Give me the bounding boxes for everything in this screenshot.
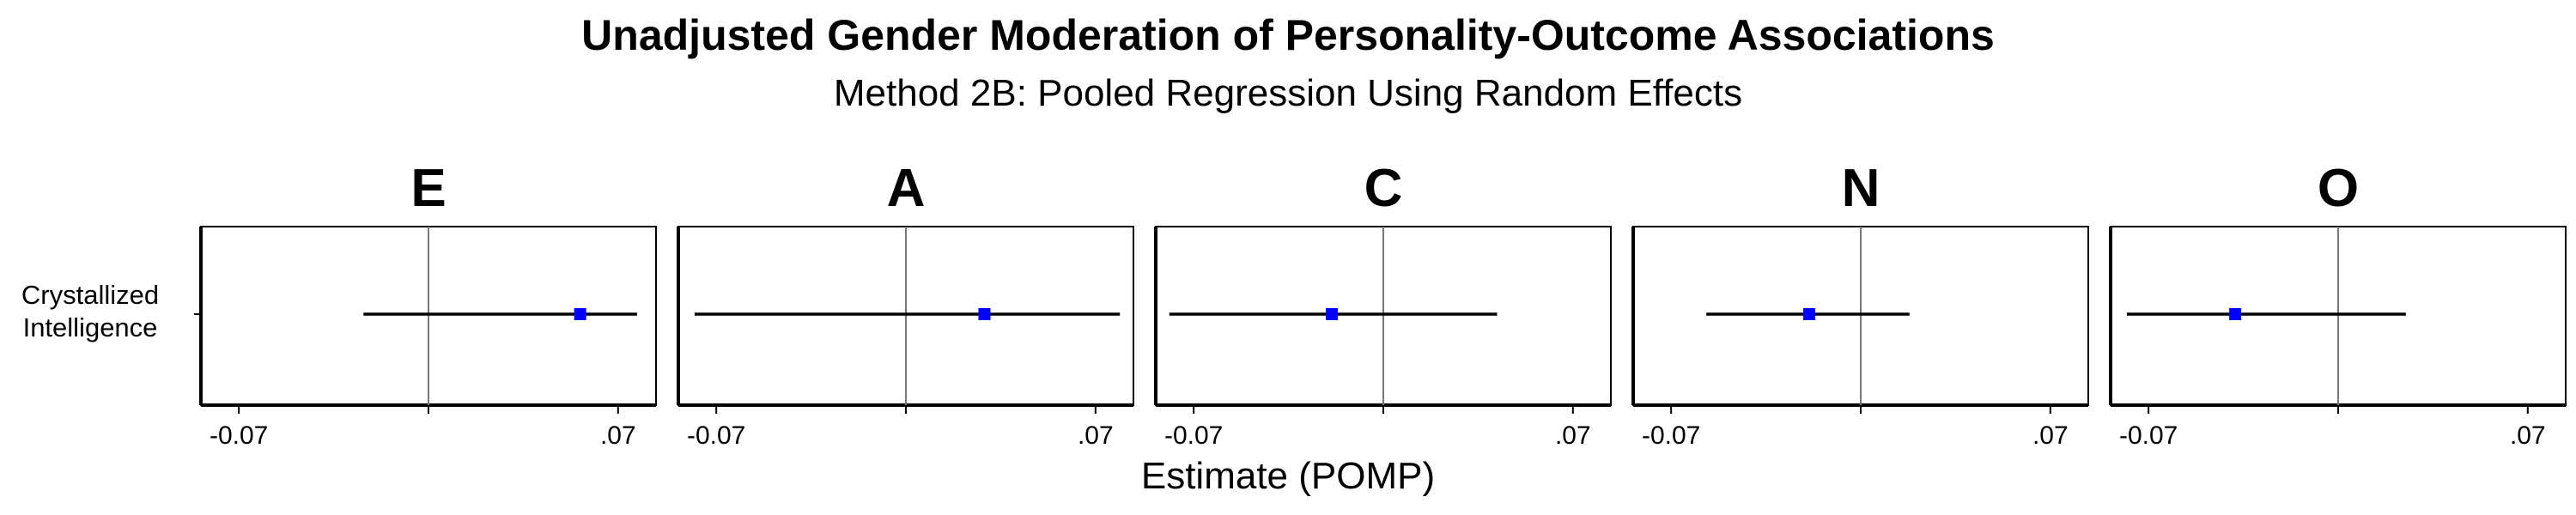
panel-n-x-tick-label: .07 [2032,421,2069,450]
panel-o-x-tick-label: -0.07 [2119,421,2178,450]
panel-a-title: A [887,159,926,218]
panel-c-title: C [1364,159,1403,218]
panel-c-x-tick-label: -0.07 [1164,421,1223,450]
panel-e-x-tick-label: -0.07 [210,421,268,450]
panel-n-title: N [1842,159,1880,218]
panel-a-point-estimate [978,308,991,320]
panel-a-x-tick-label: .07 [1078,421,1114,450]
chart-title: Unadjusted Gender Moderation of Personal… [581,11,1995,59]
panel-n-point-estimate [1803,308,1816,320]
panel-a-x-tick-label: -0.07 [687,421,745,450]
panel-e-x-tick-label: .07 [600,421,636,450]
panel-o-x-tick-label: .07 [2510,421,2546,450]
panel-e-point-estimate [574,308,586,320]
panel-n-x-tick-label: -0.07 [1642,421,1700,450]
x-axis-label: Estimate (POMP) [1140,455,1436,497]
panel-o-title: O [2318,159,2359,218]
panel-o-point-estimate [2229,308,2242,320]
panel-c-x-tick-label: .07 [1555,421,1591,450]
panel-e-title: E [410,159,446,218]
chart-subtitle: Method 2B: Pooled Regression Using Rando… [833,72,1743,114]
y-category-label: Crystallized Intelligence [21,280,159,342]
panel-c-point-estimate [1326,308,1339,320]
